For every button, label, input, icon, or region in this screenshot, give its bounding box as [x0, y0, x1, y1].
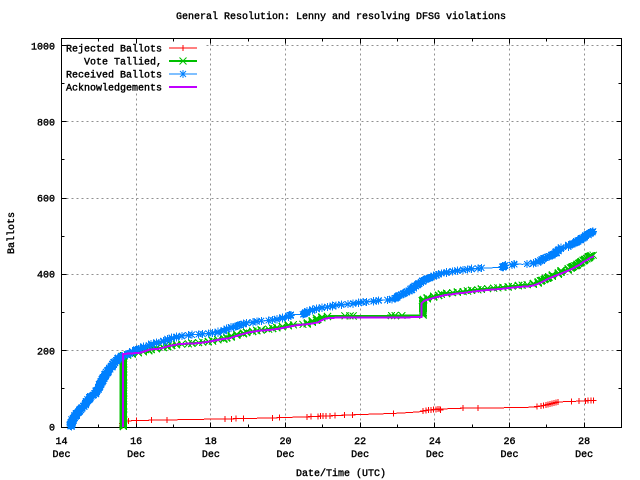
- svg-text:General Resolution: Lenny and: General Resolution: Lenny and resolving …: [176, 11, 506, 23]
- svg-text:0: 0: [49, 424, 55, 435]
- svg-text:Date/Time (UTC): Date/Time (UTC): [296, 468, 386, 480]
- svg-text:Received Ballots: Received Ballots: [66, 70, 162, 82]
- svg-text:Dec: Dec: [575, 450, 593, 461]
- svg-text:1000: 1000: [31, 43, 55, 54]
- svg-text:400: 400: [37, 271, 55, 282]
- svg-text:Dec: Dec: [202, 450, 220, 461]
- svg-text:Dec: Dec: [426, 450, 444, 461]
- svg-text:Dec: Dec: [276, 450, 294, 461]
- svg-text:600: 600: [37, 195, 55, 206]
- svg-text:Dec: Dec: [351, 450, 369, 461]
- svg-text:Acknowledgements: Acknowledgements: [66, 83, 162, 95]
- svg-text:800: 800: [37, 119, 55, 130]
- svg-text:20: 20: [279, 437, 291, 448]
- svg-text:Vote Tallied,: Vote Tallied,: [84, 57, 162, 69]
- svg-text:24: 24: [429, 437, 441, 448]
- svg-text:28: 28: [578, 437, 590, 448]
- svg-text:22: 22: [354, 437, 366, 448]
- svg-text:Ballots: Ballots: [6, 212, 18, 254]
- svg-text:200: 200: [37, 348, 55, 359]
- svg-text:Rejected Ballots: Rejected Ballots: [66, 44, 162, 56]
- svg-text:Dec: Dec: [127, 450, 145, 461]
- svg-text:Dec: Dec: [52, 450, 70, 461]
- svg-text:Dec: Dec: [500, 450, 518, 461]
- svg-text:14: 14: [55, 437, 67, 448]
- svg-text:18: 18: [205, 437, 217, 448]
- svg-text:16: 16: [130, 437, 142, 448]
- svg-text:26: 26: [503, 437, 515, 448]
